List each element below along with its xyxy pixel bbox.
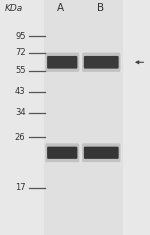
FancyBboxPatch shape xyxy=(82,53,120,72)
Text: A: A xyxy=(56,3,64,13)
Text: B: B xyxy=(97,3,104,13)
Text: 95: 95 xyxy=(15,32,26,41)
Text: 72: 72 xyxy=(15,48,26,57)
FancyBboxPatch shape xyxy=(82,143,120,162)
Text: 26: 26 xyxy=(15,133,26,142)
FancyBboxPatch shape xyxy=(84,56,119,69)
Bar xyxy=(44,0,123,235)
FancyBboxPatch shape xyxy=(45,143,79,162)
Text: 17: 17 xyxy=(15,184,26,192)
FancyBboxPatch shape xyxy=(47,147,77,159)
Text: 55: 55 xyxy=(15,66,26,75)
FancyBboxPatch shape xyxy=(47,56,77,69)
FancyBboxPatch shape xyxy=(84,147,119,159)
Text: KDa: KDa xyxy=(4,4,23,13)
Text: 34: 34 xyxy=(15,108,26,117)
FancyBboxPatch shape xyxy=(45,53,79,72)
Text: 43: 43 xyxy=(15,87,26,96)
